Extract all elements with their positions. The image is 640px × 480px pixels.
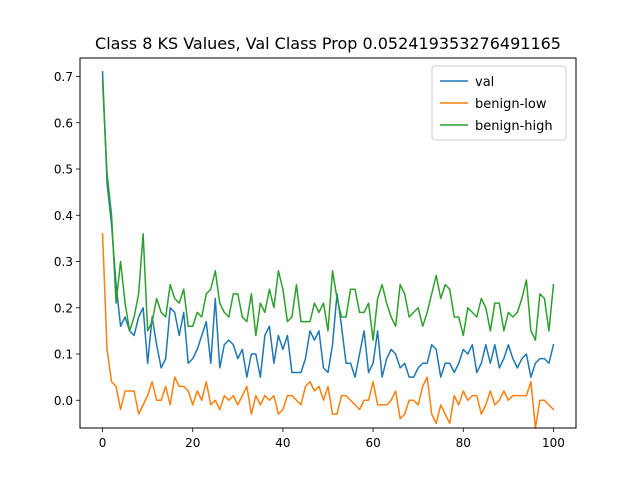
series-layer xyxy=(101,71,555,429)
x-tick-label: 100 xyxy=(542,436,565,450)
y-tick-label: 0.6 xyxy=(54,116,73,130)
x-tick-label: 60 xyxy=(365,436,380,450)
plot-frame xyxy=(79,57,577,429)
y-tick-label: 0.7 xyxy=(54,70,73,84)
y-tick-label: 0.5 xyxy=(54,163,73,177)
y-tick-label: 0.4 xyxy=(54,209,73,223)
y-tick-label: 0.1 xyxy=(54,348,73,362)
y-tick-label: 0.0 xyxy=(54,394,73,408)
x-axis: 0 20 40 60 80 100 xyxy=(99,428,565,450)
x-tick-label: 80 xyxy=(456,436,471,450)
legend-box xyxy=(431,65,567,141)
series-line-benign-high xyxy=(101,80,555,341)
series-line-benign-low xyxy=(101,232,555,429)
y-tick-label: 0.2 xyxy=(54,301,73,315)
legend-label-val: val xyxy=(475,75,494,90)
y-tick-label: 0.3 xyxy=(54,255,73,269)
x-tick-label: 0 xyxy=(99,436,107,450)
legend-label-benign-high: benign-high xyxy=(475,119,553,134)
y-axis: 0.0 0.1 0.2 0.3 0.4 0.5 0.6 0.7 xyxy=(54,70,80,408)
series-line-val xyxy=(101,71,555,378)
x-tick-label: 20 xyxy=(185,436,200,450)
chart-title: Class 8 KS Values, Val Class Prop 0.0524… xyxy=(95,34,561,53)
legend: val benign-low benign-high xyxy=(431,65,567,141)
legend-label-benign-low: benign-low xyxy=(475,97,547,112)
x-tick-label: 40 xyxy=(275,436,290,450)
